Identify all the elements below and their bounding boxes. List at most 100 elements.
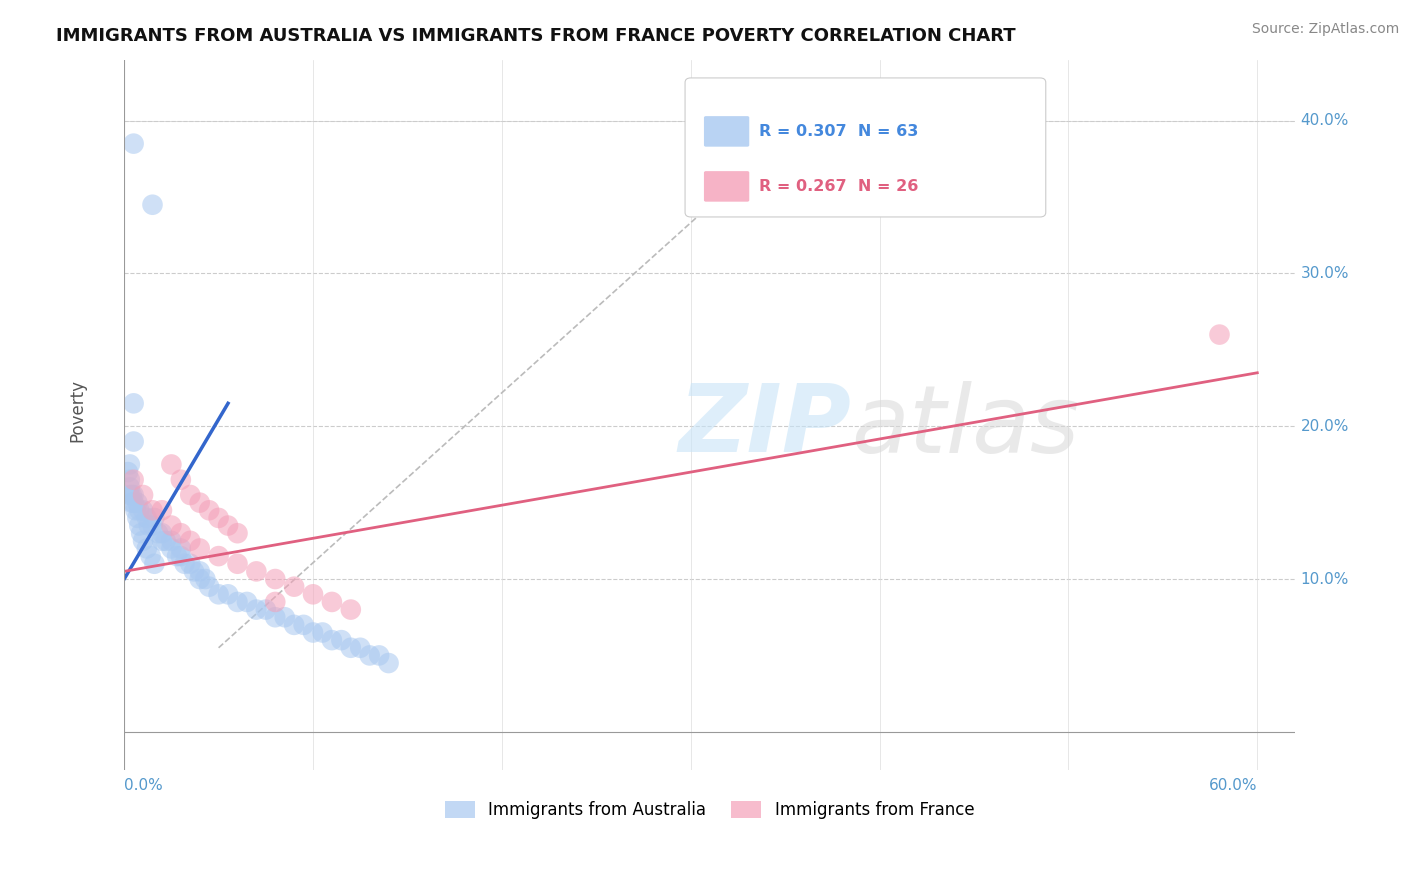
Point <box>321 633 343 648</box>
Point <box>155 533 177 548</box>
Point <box>128 503 150 517</box>
Point <box>264 572 287 586</box>
Point <box>349 640 371 655</box>
Point <box>141 503 163 517</box>
Point <box>160 533 183 548</box>
Point <box>217 587 239 601</box>
Point <box>302 625 325 640</box>
Point <box>132 488 155 502</box>
Legend: Immigrants from Australia, Immigrants from France: Immigrants from Australia, Immigrants fr… <box>439 794 981 826</box>
Point <box>132 533 155 548</box>
Point <box>283 580 305 594</box>
Point <box>139 549 162 563</box>
Point <box>118 473 141 487</box>
Point <box>160 518 183 533</box>
Point <box>183 565 205 579</box>
Point <box>127 511 149 525</box>
Point <box>128 518 150 533</box>
Text: R = 0.307  N = 63: R = 0.307 N = 63 <box>759 124 918 139</box>
Point <box>311 625 333 640</box>
FancyBboxPatch shape <box>704 116 749 146</box>
Text: 20.0%: 20.0% <box>1301 418 1350 434</box>
Point <box>135 511 157 525</box>
Point <box>330 633 353 648</box>
Point <box>245 565 267 579</box>
Point <box>138 518 160 533</box>
Point <box>226 526 249 541</box>
Point <box>122 396 145 410</box>
Point <box>122 434 145 449</box>
Point <box>302 587 325 601</box>
Point <box>146 526 169 541</box>
Text: 10.0%: 10.0% <box>1301 572 1350 587</box>
Point <box>273 610 295 624</box>
Point <box>143 557 166 571</box>
Point <box>207 587 229 601</box>
Point <box>283 618 305 632</box>
Point <box>340 640 363 655</box>
Point <box>179 488 201 502</box>
Point <box>150 533 173 548</box>
Point <box>170 526 193 541</box>
Point <box>321 595 343 609</box>
Point <box>141 518 163 533</box>
Point <box>170 549 193 563</box>
Point <box>179 557 201 571</box>
Point <box>118 488 141 502</box>
Point <box>188 572 211 586</box>
Point <box>377 656 399 670</box>
Point <box>245 602 267 616</box>
Point <box>179 533 201 548</box>
Point <box>226 595 249 609</box>
Point <box>127 496 149 510</box>
Text: ZIP: ZIP <box>678 380 851 472</box>
Point <box>236 595 259 609</box>
Point <box>368 648 391 663</box>
Point <box>160 541 183 556</box>
Point <box>170 541 193 556</box>
Point <box>254 602 277 616</box>
Text: 0.0%: 0.0% <box>124 778 163 793</box>
Point <box>129 526 152 541</box>
Text: Source: ZipAtlas.com: Source: ZipAtlas.com <box>1251 22 1399 37</box>
Point <box>198 503 221 517</box>
Point <box>122 496 145 510</box>
Point <box>150 503 173 517</box>
Point <box>160 458 183 472</box>
Point <box>121 488 143 502</box>
Point <box>118 458 141 472</box>
Point <box>170 473 193 487</box>
FancyBboxPatch shape <box>704 171 749 202</box>
Point <box>217 518 239 533</box>
FancyBboxPatch shape <box>685 78 1046 217</box>
Point <box>135 541 157 556</box>
Point <box>143 511 166 525</box>
Point <box>1208 327 1230 342</box>
Text: 30.0%: 30.0% <box>1301 266 1350 281</box>
Text: 40.0%: 40.0% <box>1301 113 1350 128</box>
Point <box>207 511 229 525</box>
Text: Poverty: Poverty <box>67 379 86 442</box>
Point <box>117 465 139 479</box>
Point <box>198 580 221 594</box>
Text: 60.0%: 60.0% <box>1209 778 1257 793</box>
Point <box>188 565 211 579</box>
Point <box>122 473 145 487</box>
Point <box>194 572 217 586</box>
Point <box>188 496 211 510</box>
Text: atlas: atlas <box>851 381 1080 472</box>
Point <box>122 488 145 502</box>
Point <box>207 549 229 563</box>
Point <box>150 526 173 541</box>
Text: R = 0.267  N = 26: R = 0.267 N = 26 <box>759 179 918 194</box>
Point <box>264 610 287 624</box>
Text: IMMIGRANTS FROM AUSTRALIA VS IMMIGRANTS FROM FRANCE POVERTY CORRELATION CHART: IMMIGRANTS FROM AUSTRALIA VS IMMIGRANTS … <box>56 27 1017 45</box>
Point <box>121 496 143 510</box>
Point <box>166 549 188 563</box>
Point <box>132 503 155 517</box>
Point <box>188 541 211 556</box>
Point <box>173 557 195 571</box>
Point <box>292 618 315 632</box>
Point <box>340 602 363 616</box>
Point <box>264 595 287 609</box>
